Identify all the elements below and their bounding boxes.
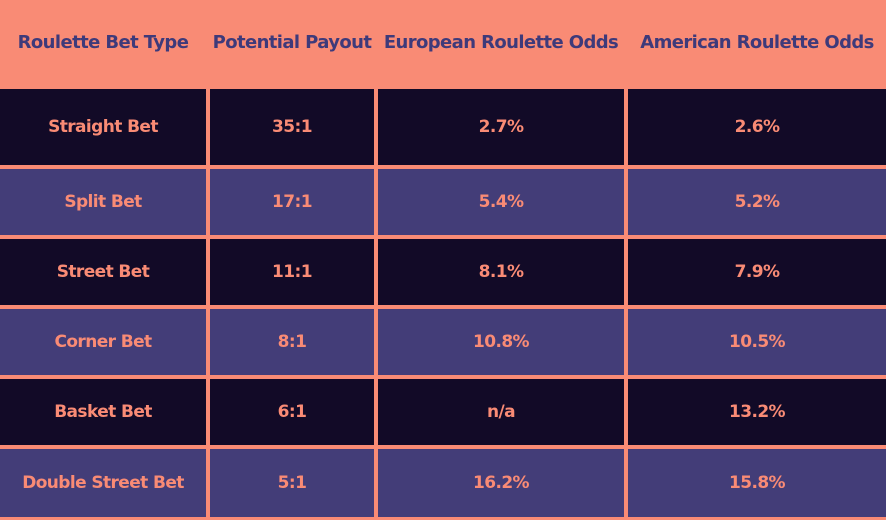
table-cell: 15.8%: [628, 449, 886, 517]
table-cell: Split Bet: [0, 169, 206, 235]
table-cell: Double Street Bet: [0, 449, 206, 517]
header-cell: Potential Payout: [210, 0, 374, 85]
table-cell: Straight Bet: [0, 89, 206, 165]
header-cell: Roulette Bet Type: [0, 0, 206, 85]
table-cell: 7.9%: [628, 239, 886, 305]
table-cell: 6:1: [210, 379, 374, 445]
table-cell: 5.4%: [378, 169, 624, 235]
table-cell: 8.1%: [378, 239, 624, 305]
table-cell: 2.6%: [628, 89, 886, 165]
table-cell: 11:1: [210, 239, 374, 305]
table-cell: Street Bet: [0, 239, 206, 305]
table-cell: 35:1: [210, 89, 374, 165]
table-cell: 16.2%: [378, 449, 624, 517]
table-cell: n/a: [378, 379, 624, 445]
table-cell: 5.2%: [628, 169, 886, 235]
table-cell: 17:1: [210, 169, 374, 235]
table-cell: Corner Bet: [0, 309, 206, 375]
table-cell: 13.2%: [628, 379, 886, 445]
table-cell: 8:1: [210, 309, 374, 375]
header-cell: American Roulette Odds: [628, 0, 886, 85]
header-cell: European Roulette Odds: [378, 0, 624, 85]
table-cell: 10.8%: [378, 309, 624, 375]
table-cell: 2.7%: [378, 89, 624, 165]
table-cell: 10.5%: [628, 309, 886, 375]
table-cell: 5:1: [210, 449, 374, 517]
table-cell: Basket Bet: [0, 379, 206, 445]
